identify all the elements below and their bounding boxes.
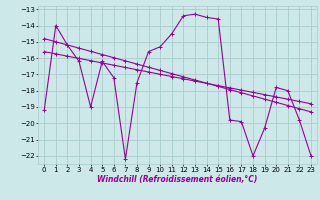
X-axis label: Windchill (Refroidissement éolien,°C): Windchill (Refroidissement éolien,°C): [97, 175, 258, 184]
